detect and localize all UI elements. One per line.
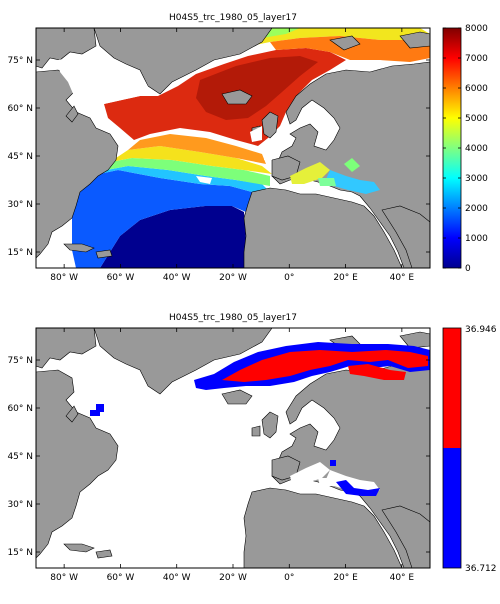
bottom-colorbar: 36.946 36.712 xyxy=(442,325,497,574)
bottom-colorbar-frame xyxy=(442,327,462,569)
bottom-colorbar-blue xyxy=(443,448,461,568)
colorbar-tick-label: 7000 xyxy=(465,54,488,64)
x-tick-label: 80° W xyxy=(50,273,78,283)
top-colorbar-fill xyxy=(443,28,461,268)
x-tick-label: 40° W xyxy=(163,573,191,583)
bottom-panel: H04S5_trc_1980_05_layer17 xyxy=(7,313,496,583)
cells-blue-med xyxy=(336,480,380,496)
top-colorbar: 0 1000 2000 3000 4000 5000 6000 7000 8000 xyxy=(442,24,488,274)
field-region-darkred xyxy=(196,56,318,120)
colorbar-tick-label: 2000 xyxy=(465,204,488,214)
top-title: H04S5_trc_1980_05_layer17 xyxy=(169,13,297,23)
bottom-class-cells xyxy=(90,342,430,496)
bottom-map: 80° W 60° W 40° W 20° W 0° 20° E 40° E 75° N 60°… xyxy=(7,327,431,583)
y-tick-label: 60° N xyxy=(7,104,33,114)
x-tick-label: 60° W xyxy=(107,573,135,583)
y-tick-label: 30° N xyxy=(7,200,33,210)
x-tick-label: 80° W xyxy=(50,573,78,583)
x-tick-label: 20° E xyxy=(333,273,358,283)
top-axis-ticks: 80° W 60° W 40° W 20° W 0° 20° E 40° E 75° N 60°… xyxy=(7,28,430,283)
x-tick-label: 20° W xyxy=(219,273,247,283)
x-tick-label: 20° E xyxy=(333,573,358,583)
top-panel: H04S5_trc_1980_05_layer17 xyxy=(7,13,488,283)
bottom-colorbar-max: 36.946 xyxy=(465,325,497,335)
colorbar-tick-label: 5000 xyxy=(465,114,488,124)
colorbar-tick-label: 4000 xyxy=(465,144,488,154)
top-colorbar-ticks: 0 1000 2000 3000 4000 5000 6000 7000 8000 xyxy=(443,24,488,274)
field-region-blue xyxy=(72,170,252,268)
bottom-med-sea xyxy=(290,462,380,494)
x-tick-label: 40° E xyxy=(390,273,415,283)
y-tick-label: 45° N xyxy=(7,152,33,162)
top-med-sea xyxy=(290,158,380,194)
y-tick-label: 45° N xyxy=(7,452,33,462)
bottom-title: H04S5_trc_1980_05_layer17 xyxy=(169,313,297,323)
x-tick-label: 60° W xyxy=(107,273,135,283)
bottom-colorbar-red xyxy=(443,328,461,448)
colorbar-tick-label: 3000 xyxy=(465,174,488,184)
y-tick-label: 30° N xyxy=(7,500,33,510)
x-tick-label: 40° E xyxy=(390,573,415,583)
y-tick-label: 15° N xyxy=(7,248,33,258)
x-tick-label: 0° xyxy=(284,573,294,583)
cells-blue-med-2 xyxy=(330,460,336,466)
x-tick-label: 0° xyxy=(284,273,294,283)
x-tick-label: 40° W xyxy=(163,273,191,283)
colorbar-tick-label: 6000 xyxy=(465,84,488,94)
y-tick-label: 75° N xyxy=(7,56,33,66)
field-region-arctic-orange xyxy=(270,36,430,62)
field-region-green xyxy=(96,158,270,186)
cells-red-ne xyxy=(348,364,406,380)
colorbar-tick-label: 1000 xyxy=(465,234,488,244)
cells-blue-small-2 xyxy=(90,410,100,416)
field-region-cyan xyxy=(84,166,268,192)
top-mask xyxy=(58,56,272,184)
field-region-navy xyxy=(100,206,246,268)
bottom-colorbar-min: 36.712 xyxy=(465,564,497,574)
top-map: 80° W 60° W 40° W 20° W 0° 20° E 40° E 75° N 60°… xyxy=(7,27,431,283)
colorbar-tick-label: 0 xyxy=(465,264,471,274)
field-region-yellow xyxy=(110,146,272,174)
y-tick-label: 15° N xyxy=(7,548,33,558)
x-tick-label: 20° W xyxy=(219,573,247,583)
field-region-orange xyxy=(128,134,266,164)
colorbar-tick-label: 8000 xyxy=(465,24,488,34)
y-tick-label: 60° N xyxy=(7,404,33,414)
bottom-axis-ticks: 80° W 60° W 40° W 20° W 0° 20° E 40° E 75° N 60°… xyxy=(7,328,430,583)
y-tick-label: 75° N xyxy=(7,356,33,366)
cells-red-arctic xyxy=(222,350,428,382)
